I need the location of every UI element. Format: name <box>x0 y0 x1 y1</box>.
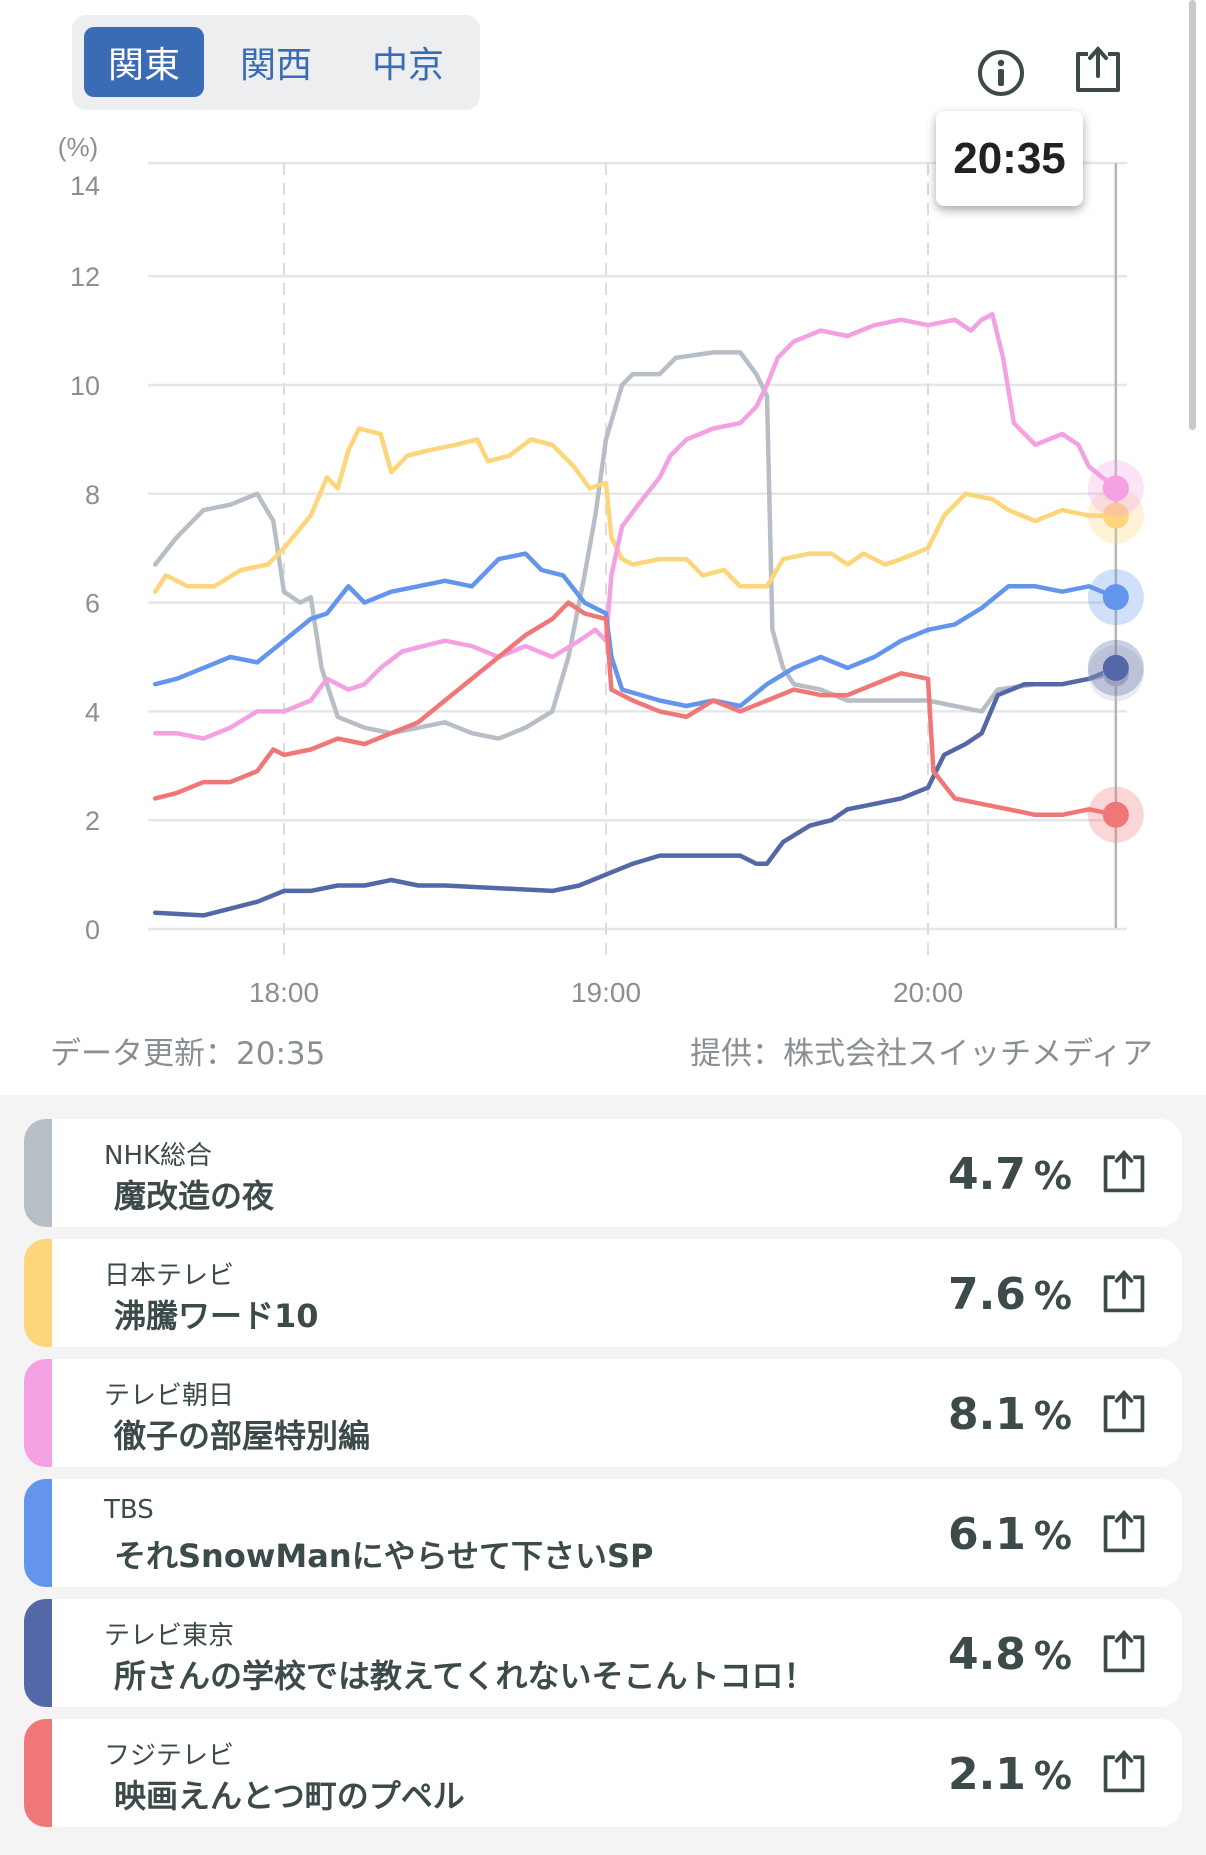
rating-number: 4.7 <box>947 1149 1026 1200</box>
share-icon[interactable] <box>1072 44 1124 100</box>
series-line <box>152 426 1119 594</box>
card-body: テレビ朝日 徹子の部屋特別編 8.1% <box>52 1359 1182 1467</box>
ratings-chart: 0 2 4 6 8 10 12 14 (%) 18:00 19:00 20:00 <box>58 132 1144 1008</box>
channel-card[interactable]: フジテレビ 映画えんとつ町のプペル 2.1% <box>24 1719 1182 1827</box>
rating-value: 8.1% <box>948 1389 1072 1440</box>
series-end-dot <box>1102 801 1129 828</box>
series-line <box>152 551 1119 709</box>
series-line <box>152 665 1119 918</box>
card-body: TBS それSnowManにやらせて下さいSP 6.1% <box>52 1479 1182 1587</box>
y-tick-label: 4 <box>85 697 100 727</box>
cursor-time-tooltip: 20:35 <box>936 111 1083 206</box>
y-tick-label: 0 <box>85 915 100 945</box>
info-circle-icon[interactable] <box>976 48 1026 102</box>
series-line <box>152 350 1119 741</box>
y-tick-label: 10 <box>70 371 100 401</box>
channel-color-bar <box>24 1119 52 1227</box>
program-title: 徹子の部屋特別編 <box>114 1417 371 1455</box>
channel-color-bar <box>24 1719 52 1827</box>
channel-name: TBS <box>104 1495 154 1525</box>
rating-unit: % <box>1033 1394 1072 1438</box>
channel-name: フジテレビ <box>104 1741 235 1771</box>
y-tick-label: 14 <box>70 171 100 201</box>
rating-number: 4.8 <box>947 1629 1026 1680</box>
channel-card[interactable]: テレビ朝日 徹子の部屋特別編 8.1% <box>24 1359 1182 1467</box>
series-end-dot <box>1102 502 1129 529</box>
rating-number: 7.6 <box>947 1269 1026 1320</box>
card-body: テレビ東京 所さんの学校では教えてくれないそこんトコロ！ 4.8% <box>52 1599 1182 1707</box>
rating-value: 7.6% <box>948 1269 1072 1320</box>
rating-unit: % <box>1033 1154 1072 1198</box>
channel-card[interactable]: テレビ東京 所さんの学校では教えてくれないそこんトコロ！ 4.8% <box>24 1599 1182 1707</box>
channel-name: NHK総合 <box>104 1141 213 1171</box>
rating-unit: % <box>1033 1274 1072 1318</box>
share-icon[interactable] <box>1100 1267 1148 1321</box>
series-line <box>152 312 1119 741</box>
rating-unit: % <box>1033 1514 1072 1558</box>
rating-value: 6.1% <box>948 1509 1072 1560</box>
program-title: それSnowManにやらせて下さいSP <box>114 1537 654 1575</box>
provider-label: 提供：株式会社スイッチメディア <box>690 1036 1153 1072</box>
rating-value: 2.1% <box>948 1749 1072 1800</box>
rating-number: 8.1 <box>947 1389 1026 1440</box>
program-title: 所さんの学校では教えてくれないそこんトコロ！ <box>114 1657 816 1695</box>
rating-unit: % <box>1033 1754 1072 1798</box>
share-icon[interactable] <box>1100 1627 1148 1681</box>
channel-color-bar <box>24 1359 52 1467</box>
channel-card[interactable]: TBS それSnowManにやらせて下さいSP 6.1% <box>24 1479 1182 1587</box>
region-tabs: 関東 関西 中京 <box>72 15 480 110</box>
y-tick-label: 6 <box>85 589 100 619</box>
data-updated-label: データ更新：20:35 <box>50 1036 326 1072</box>
tab-chukyo[interactable]: 中京 <box>371 45 444 86</box>
channel-name: テレビ朝日 <box>104 1381 235 1411</box>
share-icon[interactable] <box>1100 1747 1148 1801</box>
y-axis-unit: (%) <box>58 132 98 162</box>
channel-color-bar <box>24 1599 52 1707</box>
x-tick-label: 19:00 <box>571 977 641 1008</box>
share-icon[interactable] <box>1100 1387 1148 1441</box>
channel-name: テレビ東京 <box>104 1621 235 1651</box>
program-title: 魔改造の夜 <box>114 1177 275 1215</box>
program-title: 映画えんとつ町のプペル <box>114 1777 465 1815</box>
channel-color-bar <box>24 1479 52 1587</box>
tab-kanto[interactable]: 関東 <box>84 27 204 97</box>
x-tick-label: 20:00 <box>893 977 963 1008</box>
card-body: 日本テレビ 沸騰ワード10 7.6% <box>52 1239 1182 1347</box>
series-end-dot <box>1102 584 1129 611</box>
channel-card[interactable]: NHK総合 魔改造の夜 4.7% <box>24 1119 1182 1227</box>
card-body: NHK総合 魔改造の夜 4.7% <box>52 1119 1182 1227</box>
y-tick-label: 12 <box>70 262 100 292</box>
y-tick-label: 8 <box>85 480 100 510</box>
series-line <box>152 600 1119 818</box>
channel-list: NHK総合 魔改造の夜 4.7% 日本テレビ 沸騰ワード10 7.6% テレビ朝… <box>0 1095 1206 1855</box>
share-icon[interactable] <box>1100 1507 1148 1561</box>
scrollbar[interactable] <box>1189 0 1196 430</box>
rating-number: 2.1 <box>947 1749 1026 1800</box>
channel-card[interactable]: 日本テレビ 沸騰ワード10 7.6% <box>24 1239 1182 1347</box>
tab-kansai[interactable]: 関西 <box>239 45 312 86</box>
card-body: フジテレビ 映画えんとつ町のプペル 2.1% <box>52 1719 1182 1827</box>
x-tick-label: 18:00 <box>249 977 319 1008</box>
y-tick-label: 2 <box>85 806 100 836</box>
rating-unit: % <box>1033 1634 1072 1678</box>
series-end-dot <box>1102 654 1129 681</box>
series-end-dot <box>1102 475 1129 502</box>
channel-color-bar <box>24 1239 52 1347</box>
channel-name: 日本テレビ <box>104 1261 235 1291</box>
program-title: 沸騰ワード10 <box>114 1297 319 1335</box>
rating-value: 4.7% <box>948 1149 1072 1200</box>
rating-number: 6.1 <box>947 1509 1026 1560</box>
share-icon[interactable] <box>1100 1147 1148 1201</box>
rating-value: 4.8% <box>948 1629 1072 1680</box>
